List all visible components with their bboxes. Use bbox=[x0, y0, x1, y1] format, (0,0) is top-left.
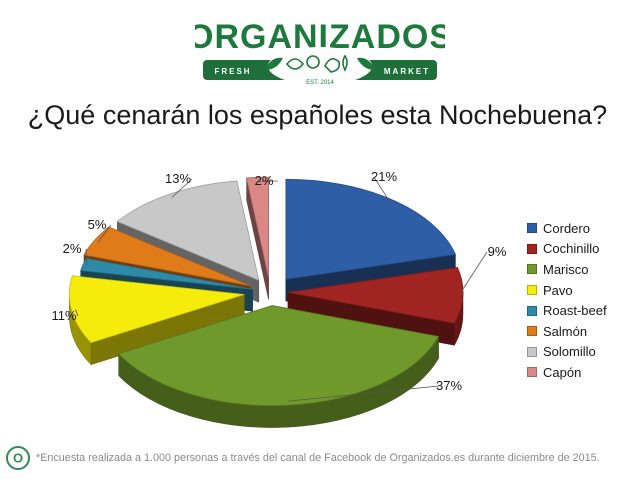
legend-label: Solomillo bbox=[543, 344, 596, 360]
brand-fresh-tag: FRESH bbox=[214, 67, 251, 76]
leader-line bbox=[75, 309, 79, 317]
pie-slice-marisco bbox=[117, 305, 440, 428]
legend-label: Cordero bbox=[543, 220, 590, 236]
footer: O *Encuesta realizada a 1.000 personas a… bbox=[6, 442, 635, 474]
legend-swatch bbox=[527, 326, 537, 337]
data-label: 11% bbox=[51, 308, 76, 323]
pie-slice-cap-n bbox=[246, 176, 269, 300]
data-label: 21% bbox=[371, 169, 397, 184]
legend-item: Pavo bbox=[527, 280, 632, 301]
leader-line bbox=[85, 248, 88, 266]
legend-item: Marisco bbox=[527, 259, 632, 280]
legend-swatch bbox=[527, 264, 537, 275]
leader-line bbox=[458, 251, 488, 296]
data-label: 2% bbox=[255, 173, 274, 188]
legend-label: Pavo bbox=[543, 282, 573, 298]
leader-line bbox=[373, 176, 392, 204]
legend-label: Capón bbox=[543, 364, 582, 380]
data-label: 13% bbox=[165, 171, 191, 186]
legend-swatch bbox=[527, 305, 537, 316]
data-label: 37% bbox=[436, 378, 462, 393]
footer-logo-letter: O bbox=[13, 451, 23, 466]
legend-swatch bbox=[527, 367, 537, 378]
data-label: 9% bbox=[488, 244, 507, 259]
legend-label: Cochinillo bbox=[543, 241, 600, 257]
leader-line bbox=[288, 385, 440, 402]
legend-item: Salmón bbox=[527, 321, 632, 342]
footer-note: *Encuesta realizada a 1.000 personas a t… bbox=[36, 452, 600, 464]
legend-label: Roast-beef bbox=[543, 303, 607, 319]
leaf-right-icon bbox=[357, 57, 375, 70]
produce-icon bbox=[285, 54, 348, 73]
brand-market-tag: MARKET bbox=[384, 67, 430, 76]
pie-slice-pavo bbox=[68, 275, 245, 366]
legend-item: Capón bbox=[527, 362, 632, 383]
legend-label: Salmón bbox=[543, 323, 588, 339]
pie-chart: 21% 9% 37% 11% 2% 5% 13% 2% bbox=[51, 169, 507, 428]
chart-legend: Cordero Cochinillo Marisco Pavo Roast-beef Sa… bbox=[527, 218, 632, 383]
chart-title: ¿Qué cenarán los españoles esta Nochebue… bbox=[27, 100, 608, 130]
legend-swatch bbox=[527, 223, 537, 234]
legend-item: Roast-beef bbox=[527, 300, 632, 321]
legend-item: Cordero bbox=[527, 218, 632, 239]
legend-swatch bbox=[527, 346, 537, 357]
brand-est: EST. 2014 bbox=[306, 80, 334, 86]
leaf-left-icon bbox=[265, 57, 283, 70]
data-label: 2% bbox=[63, 241, 82, 256]
legend-swatch bbox=[527, 243, 537, 254]
legend-swatch bbox=[527, 285, 537, 296]
footer-logo-icon: O bbox=[6, 446, 30, 470]
leader-line bbox=[97, 224, 112, 243]
legend-item: Cochinillo bbox=[527, 239, 632, 260]
legend-label: Marisco bbox=[543, 261, 589, 277]
leader-line bbox=[171, 178, 193, 198]
legend-item: Solomillo bbox=[527, 342, 632, 363]
brand-logo: ORGANIZADOS FRESH MARKET EST. 2014 bbox=[195, 18, 445, 86]
data-label: 5% bbox=[88, 217, 107, 232]
